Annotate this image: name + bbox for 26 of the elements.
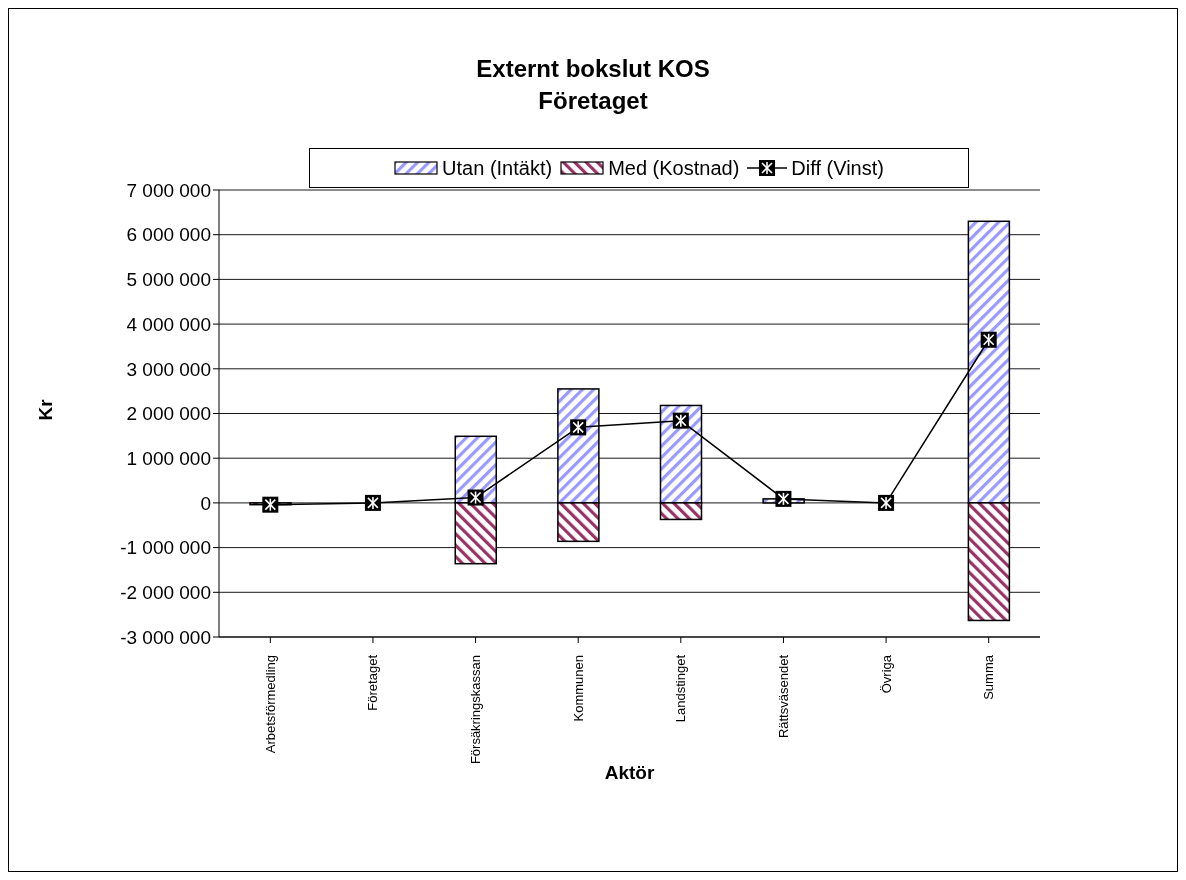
x-tick-label: Rättsväsendet <box>775 654 791 739</box>
y-axis-title: Kr <box>34 399 57 421</box>
legend-label: Med (Kostnad) <box>608 156 740 180</box>
x-tick-label: Summa <box>981 654 997 700</box>
x-axis-title: Aktör <box>604 762 655 783</box>
y-tick-label: 7 000 000 <box>126 179 211 201</box>
y-tick-label: -2 000 000 <box>120 582 211 604</box>
x-tick-label: Arbetsförmedling <box>262 655 278 754</box>
legend-label: Diff (Vinst) <box>791 156 884 180</box>
x-tick-label: Försäkringskassan <box>468 655 484 765</box>
y-tick-label: 6 000 000 <box>126 224 211 246</box>
y-tick-label: 0 <box>200 492 211 514</box>
y-tick-label: -3 000 000 <box>120 626 211 648</box>
y-tick-label: 2 000 000 <box>126 403 211 425</box>
legend-label: Utan (Intäkt) <box>442 156 553 180</box>
y-tick-label: 5 000 000 <box>126 269 211 291</box>
x-tick-label: Landstinget <box>673 654 689 723</box>
x-tick-label: Företaget <box>365 654 381 711</box>
y-tick-label: 4 000 000 <box>126 313 211 335</box>
y-tick-label: 1 000 000 <box>126 447 211 469</box>
x-tick-label: Kommunen <box>570 655 586 722</box>
chart-title: Externt bokslut KOS <box>475 54 711 84</box>
chart-subtitle: Företaget <box>537 86 649 116</box>
y-tick-label: 3 000 000 <box>126 358 211 380</box>
y-tick-label: -1 000 000 <box>120 537 211 559</box>
x-tick-label: Övriga <box>878 654 894 694</box>
